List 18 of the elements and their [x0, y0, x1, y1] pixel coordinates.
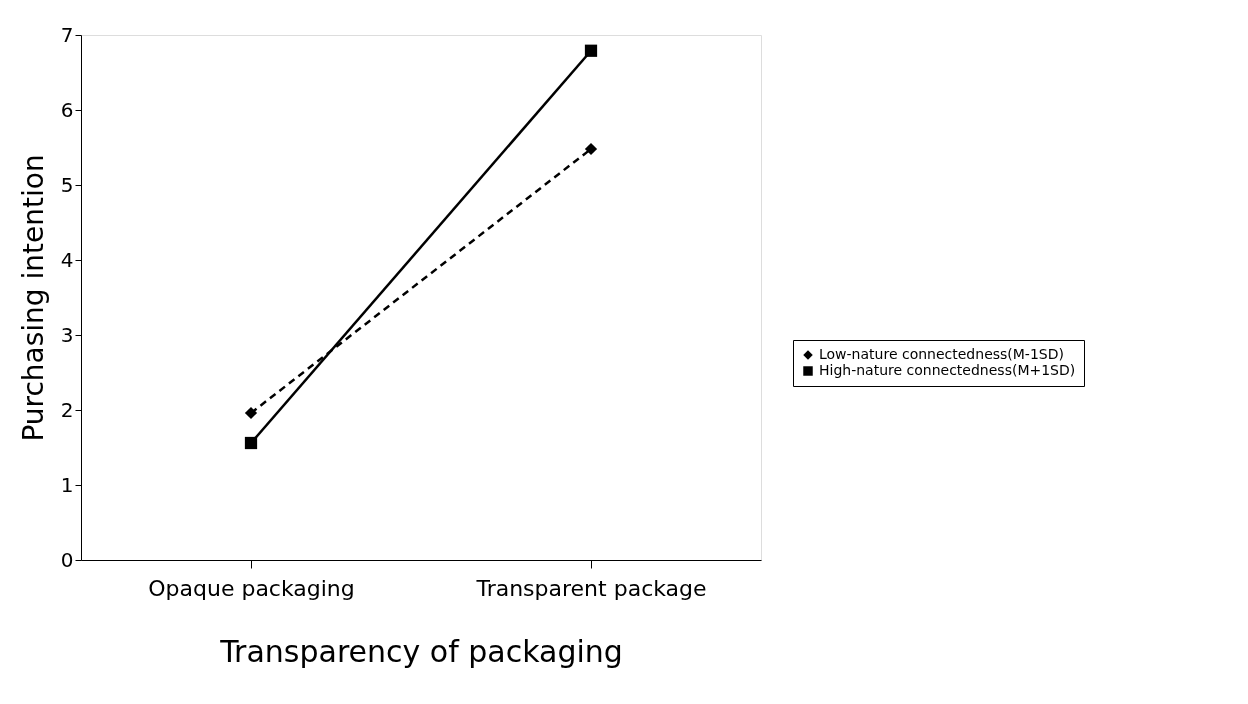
- x-tick-label: Opaque packaging: [148, 575, 355, 601]
- y-axis-title: Purchasing intention: [16, 154, 50, 442]
- point: [244, 406, 258, 420]
- point: [584, 142, 598, 156]
- y-tick-label: 7: [60, 22, 74, 47]
- y-tick-label: 4: [60, 247, 74, 272]
- point: [244, 436, 258, 450]
- legend-label: Low-nature connectedness(M-1SD): [819, 346, 1064, 362]
- y-tick-label: 0: [60, 547, 74, 572]
- x-axis-title: Transparency of packaging: [219, 633, 623, 669]
- y-tick-label: 5: [60, 172, 74, 197]
- legend-label: High-nature connectedness(M+1SD): [819, 362, 1076, 378]
- y-tick-label: 1: [60, 472, 74, 497]
- point: [584, 44, 598, 57]
- y-tick-label: 3: [60, 322, 74, 347]
- y-tick-label: 2: [60, 397, 74, 422]
- y-tick-label: 6: [60, 97, 74, 122]
- x-tick-label: Transparent package: [475, 575, 707, 601]
